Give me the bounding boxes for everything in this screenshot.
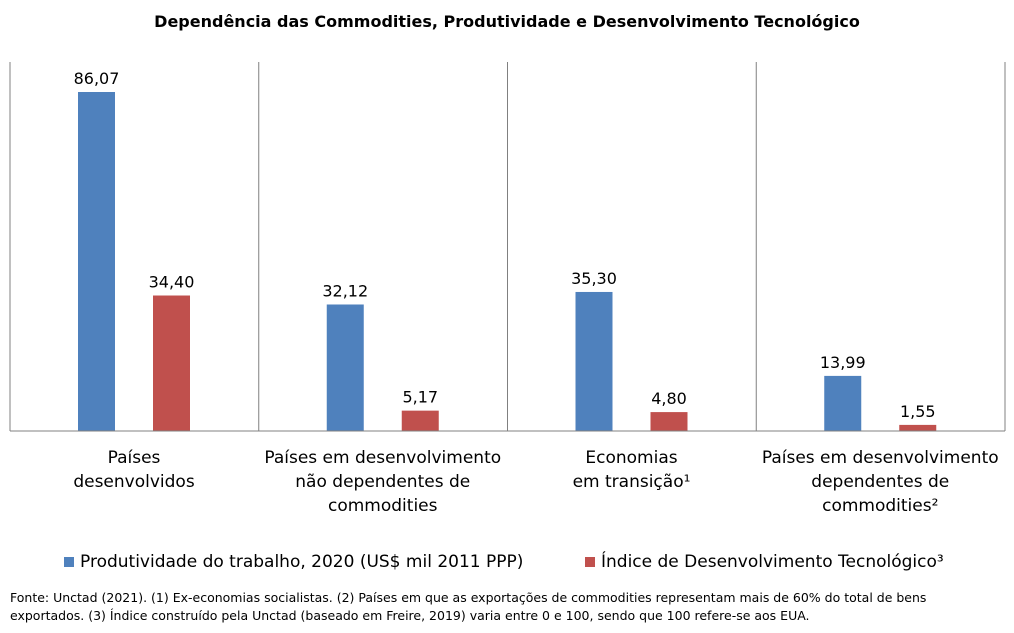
bar-chart: 86,07 32,12 35,30 13,99 34,40 5,17 4,80 1,55 [9, 62, 1006, 432]
bar-tech-index [401, 410, 439, 431]
data-label: 13,99 [820, 353, 866, 372]
legend-swatch-tech-index [585, 557, 595, 567]
bar-tech-index [650, 412, 688, 431]
data-label: 4,80 [651, 389, 687, 408]
bar-productivity [575, 291, 613, 431]
chart-legend: Produtividade do trabalho, 2020 (US$ mil… [0, 548, 1014, 578]
data-label: 5,17 [402, 388, 438, 407]
category-label-line: em transição¹ [572, 472, 691, 492]
category-label: Países em desenvolvimento dependentes de c… [755, 446, 1005, 518]
category-label-line: dependentes de [811, 472, 950, 492]
data-label: 86,07 [74, 69, 120, 88]
legend-label-tech-index: Índice de Desenvolvimento Tecnológico³ [601, 552, 944, 572]
data-label: 32,12 [322, 281, 368, 300]
category-label-line: commodities [328, 496, 438, 516]
bar-productivity [326, 304, 364, 431]
data-label: 1,55 [900, 402, 936, 421]
data-label: 35,30 [571, 269, 617, 288]
category-label-line: Países em desenvolvimento [264, 448, 502, 468]
legend-item-productivity: Produtividade do trabalho, 2020 (US$ mil… [64, 552, 523, 572]
bar-productivity [78, 92, 115, 431]
bar-productivity [824, 375, 862, 431]
source-note-line: exportados. (3) Índice construído pela U… [10, 608, 810, 623]
bar-tech-index [899, 424, 937, 431]
legend-label-productivity: Produtividade do trabalho, 2020 (US$ mil… [80, 552, 524, 572]
chart-title: Dependência das Commodities, Produtivida… [154, 12, 860, 31]
category-label-line: Países em desenvolvimento [761, 448, 999, 468]
bar-tech-index [153, 295, 190, 431]
source-note-line: Fonte: Unctad (2021). (1) Ex-economias s… [10, 590, 927, 605]
category-label-line: commodities² [822, 496, 939, 516]
category-label-line: Países [107, 448, 161, 468]
category-label: Economias em transição¹ [507, 446, 757, 494]
source-note: Fonte: Unctad (2021). (1) Ex-economias s… [10, 589, 1005, 625]
category-label: Países desenvolvidos [9, 446, 259, 494]
data-label: 34,40 [149, 273, 195, 292]
legend-swatch-productivity [64, 557, 74, 567]
legend-item-tech-index: Índice de Desenvolvimento Tecnológico³ [585, 552, 944, 572]
category-label-line: desenvolvidos [73, 472, 195, 492]
category-label-line: não dependentes de [295, 472, 471, 492]
category-label-line: Economias [585, 448, 678, 468]
category-label: Países em desenvolvimento não dependentes… [258, 446, 508, 518]
